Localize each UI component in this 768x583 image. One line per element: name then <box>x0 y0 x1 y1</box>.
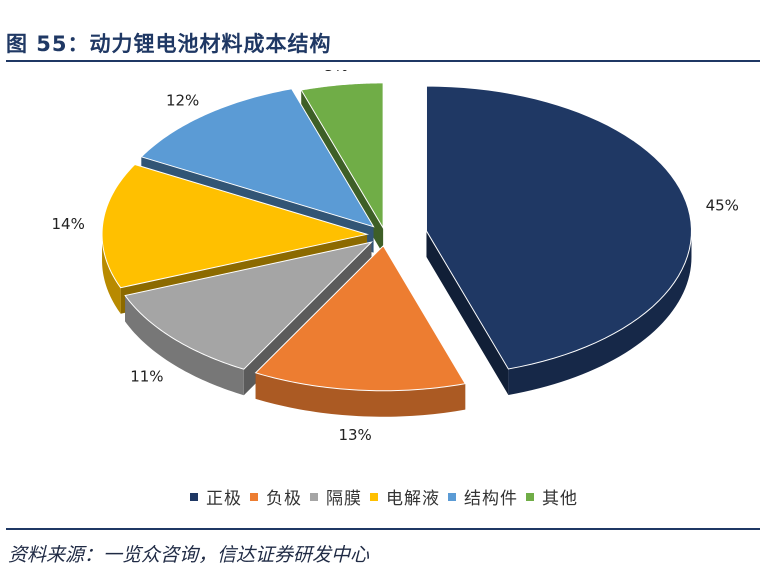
legend-item-1: 负极 <box>250 484 302 509</box>
pie-slice-top-电解液 <box>101 163 370 289</box>
data-label-3: 14% <box>52 215 85 233</box>
pie-slice-0 <box>426 231 692 395</box>
legend-item-2: 隔膜 <box>310 484 362 509</box>
legend-label: 负极 <box>266 489 302 509</box>
legend-item-4: 结构件 <box>448 484 518 509</box>
slice-rim <box>102 234 121 314</box>
slice-side-wall <box>426 231 509 395</box>
legend-swatch <box>370 492 378 501</box>
data-label-1: 13% <box>338 426 371 444</box>
legend-item-0: 正极 <box>190 484 242 509</box>
legend-label: 隔膜 <box>326 489 362 509</box>
legend-label: 正极 <box>206 489 242 509</box>
pie-chart: 45% 13% 11% 14% 12% 5% <box>52 70 739 444</box>
data-label-4: 12% <box>166 91 199 109</box>
legend-swatch <box>526 492 534 501</box>
legend-swatch <box>310 492 318 501</box>
slice-rim <box>255 372 466 417</box>
pie-slice-top-负极 <box>254 244 466 392</box>
legend-swatch <box>250 492 258 501</box>
legend-label: 其他 <box>542 489 578 509</box>
pie-slice-top-正极 <box>425 85 692 370</box>
legend-label: 结构件 <box>464 489 518 509</box>
pie-slice-top-其他 <box>300 82 384 230</box>
pie-slice-top-结构件 <box>140 88 375 228</box>
data-label-5: 5% <box>324 70 348 75</box>
legend-item-5: 其他 <box>526 484 578 509</box>
source-divider <box>6 528 760 530</box>
pie-slice-top-隔膜 <box>124 241 374 370</box>
source-note: 资料来源：一览众咨询，信达证券研发中心 <box>8 544 370 566</box>
legend-swatch <box>190 492 198 501</box>
chart-legend: 正极 负极 隔膜 电解液 结构件 其他 <box>0 484 768 509</box>
legend-label: 电解液 <box>386 489 440 509</box>
data-label-0: 45% <box>706 196 739 214</box>
legend-swatch <box>448 492 456 501</box>
data-label-2: 11% <box>130 367 163 385</box>
legend-item-3: 电解液 <box>370 484 440 509</box>
title-divider <box>6 60 760 62</box>
figure-title: 图 55：动力锂电池材料成本结构 <box>6 32 332 56</box>
slice-rim <box>508 231 692 395</box>
